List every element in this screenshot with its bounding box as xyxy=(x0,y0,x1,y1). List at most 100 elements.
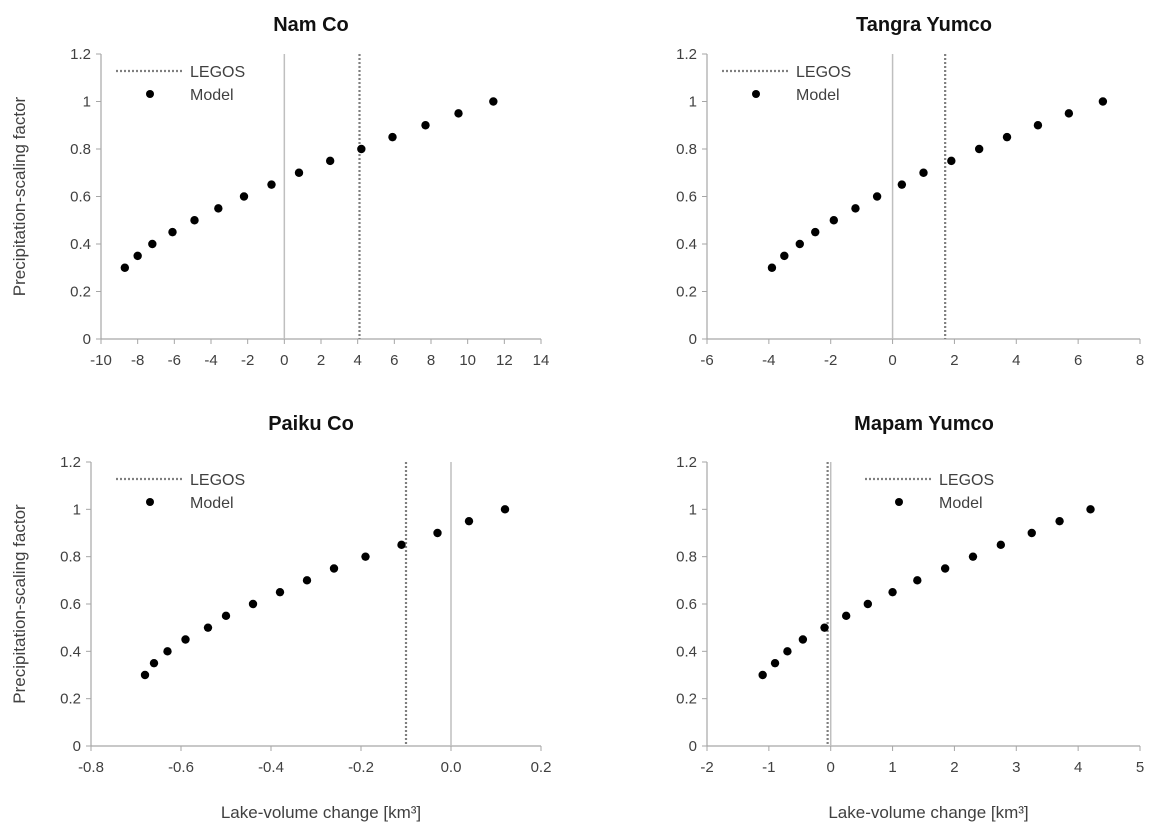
legend: LEGOS Model xyxy=(865,472,994,512)
x-tick-label: 5 xyxy=(1136,759,1144,776)
y-tick-label: 1.2 xyxy=(70,46,91,63)
model-point xyxy=(829,216,839,225)
model-point xyxy=(302,576,312,585)
y-tick-label: 0.4 xyxy=(70,236,91,253)
y-tick-label: 0.6 xyxy=(676,189,697,206)
legend-model-label: Model xyxy=(190,87,234,104)
y-tick-label: 0 xyxy=(73,738,81,755)
x-tick-label: 8 xyxy=(427,352,435,369)
x-tick-label: -2 xyxy=(824,352,837,369)
model-point xyxy=(968,552,978,561)
model-point xyxy=(1098,97,1108,106)
model-point xyxy=(361,552,370,561)
y-tick-label: 1 xyxy=(83,94,91,111)
model-point xyxy=(820,623,829,632)
y-tick-label: 1 xyxy=(689,94,697,111)
x-axis-title: Lake-volume change [km³] xyxy=(828,803,1028,822)
model-point xyxy=(1027,528,1036,538)
legend-legos-label: LEGOS xyxy=(190,472,245,489)
legend-model-label: Model xyxy=(939,495,983,512)
chart-panel-0: Nam Co 0 0.2 0.4 0.6 0.8 1 1.2 -10 -8 -6 -4 -2 0 2 4 6 8 1… xyxy=(10,14,549,369)
x-tick-label: -0.4 xyxy=(258,759,284,776)
y-tick-label: 1 xyxy=(689,501,697,518)
chart-panel-1: Tangra Yumco 0 0.2 0.4 0.6 0.8 1 1.2 -6 -4 -2 0 2 4 6 8… xyxy=(676,14,1144,369)
x-tick-label: -2 xyxy=(700,759,713,776)
legend-legos-label: LEGOS xyxy=(190,64,245,81)
model-point xyxy=(203,623,213,632)
x-tick-label: 2 xyxy=(950,352,958,369)
y-tick-label: 0.2 xyxy=(676,691,697,708)
model-point xyxy=(919,168,928,177)
model-point xyxy=(811,227,820,237)
x-tick-label: 0 xyxy=(827,759,835,776)
model-point xyxy=(421,121,430,130)
y-tick-label: 1.2 xyxy=(60,454,81,471)
x-tick-label: 3 xyxy=(1012,759,1020,776)
x-tick-label: 14 xyxy=(533,352,550,369)
model-point xyxy=(780,251,789,261)
model-point xyxy=(181,635,190,644)
model-point xyxy=(1033,121,1043,130)
y-tick-label: 0.8 xyxy=(60,549,81,566)
model-point xyxy=(163,647,172,656)
model-point xyxy=(947,156,956,166)
x-tick-label: -10 xyxy=(90,352,112,369)
panel-title: Tangra Yumco xyxy=(856,14,992,36)
x-tick-label: 8 xyxy=(1136,352,1144,369)
legend: LEGOS Model xyxy=(116,472,245,512)
x-tick-label: -6 xyxy=(168,352,181,369)
model-point xyxy=(357,144,366,154)
model-point xyxy=(133,251,142,261)
legend-model-label: Model xyxy=(190,495,234,512)
legend: LEGOS Model xyxy=(722,64,851,104)
y-axis-title: Precipitation-scaling factor xyxy=(10,96,29,296)
model-point xyxy=(897,180,907,189)
x-tick-label: -2 xyxy=(241,352,254,369)
model-point xyxy=(758,670,767,680)
model-point xyxy=(489,97,498,106)
model-point xyxy=(294,168,304,177)
model-point xyxy=(841,611,851,621)
legend-model-label: Model xyxy=(796,87,840,104)
x-tick-label: -0.2 xyxy=(348,759,374,776)
model-point xyxy=(190,216,199,225)
model-point xyxy=(798,635,808,644)
model-point xyxy=(863,599,873,609)
y-tick-label: 0 xyxy=(83,331,91,348)
model-point xyxy=(148,239,157,249)
model-point xyxy=(454,109,463,118)
x-tick-label: 0.0 xyxy=(441,759,462,776)
model-point xyxy=(464,516,474,526)
model-point xyxy=(140,670,150,680)
model-point xyxy=(248,599,258,609)
model-point xyxy=(767,263,777,272)
model-point xyxy=(1002,132,1012,142)
model-point xyxy=(783,647,792,656)
y-tick-label: 0.8 xyxy=(676,549,697,566)
panel-title: Paiku Co xyxy=(268,413,354,435)
y-tick-label: 0.6 xyxy=(60,596,81,613)
model-point xyxy=(239,192,249,201)
y-tick-label: 0.4 xyxy=(676,643,697,660)
y-tick-label: 0.8 xyxy=(70,141,91,158)
model-point xyxy=(325,156,335,166)
y-tick-label: 0.2 xyxy=(60,691,81,708)
chart-panel-3: Mapam Yumco 0 0.2 0.4 0.6 0.8 1 1.2 -2 -1 0 1 2 3 4 5 LE… xyxy=(676,413,1144,822)
y-tick-label: 0.4 xyxy=(60,643,81,660)
model-point xyxy=(329,564,339,573)
x-tick-label: -0.8 xyxy=(78,759,104,776)
model-point xyxy=(974,144,984,154)
y-tick-label: 1 xyxy=(73,501,81,518)
chart-panel-2: Paiku Co 0 0.2 0.4 0.6 0.8 1 1.2 -0.8 -0.6 -0.4 -0.… xyxy=(10,413,551,822)
y-tick-label: 0 xyxy=(689,738,697,755)
model-point xyxy=(500,505,510,514)
x-tick-label: 12 xyxy=(496,352,513,369)
model-point xyxy=(872,192,882,201)
model-point xyxy=(221,611,231,621)
legend-model-swatch xyxy=(895,498,903,506)
model-point xyxy=(851,204,860,213)
y-tick-label: 0.4 xyxy=(676,236,697,253)
x-tick-label: -0.6 xyxy=(168,759,194,776)
model-point xyxy=(940,564,950,573)
model-point xyxy=(888,587,897,597)
